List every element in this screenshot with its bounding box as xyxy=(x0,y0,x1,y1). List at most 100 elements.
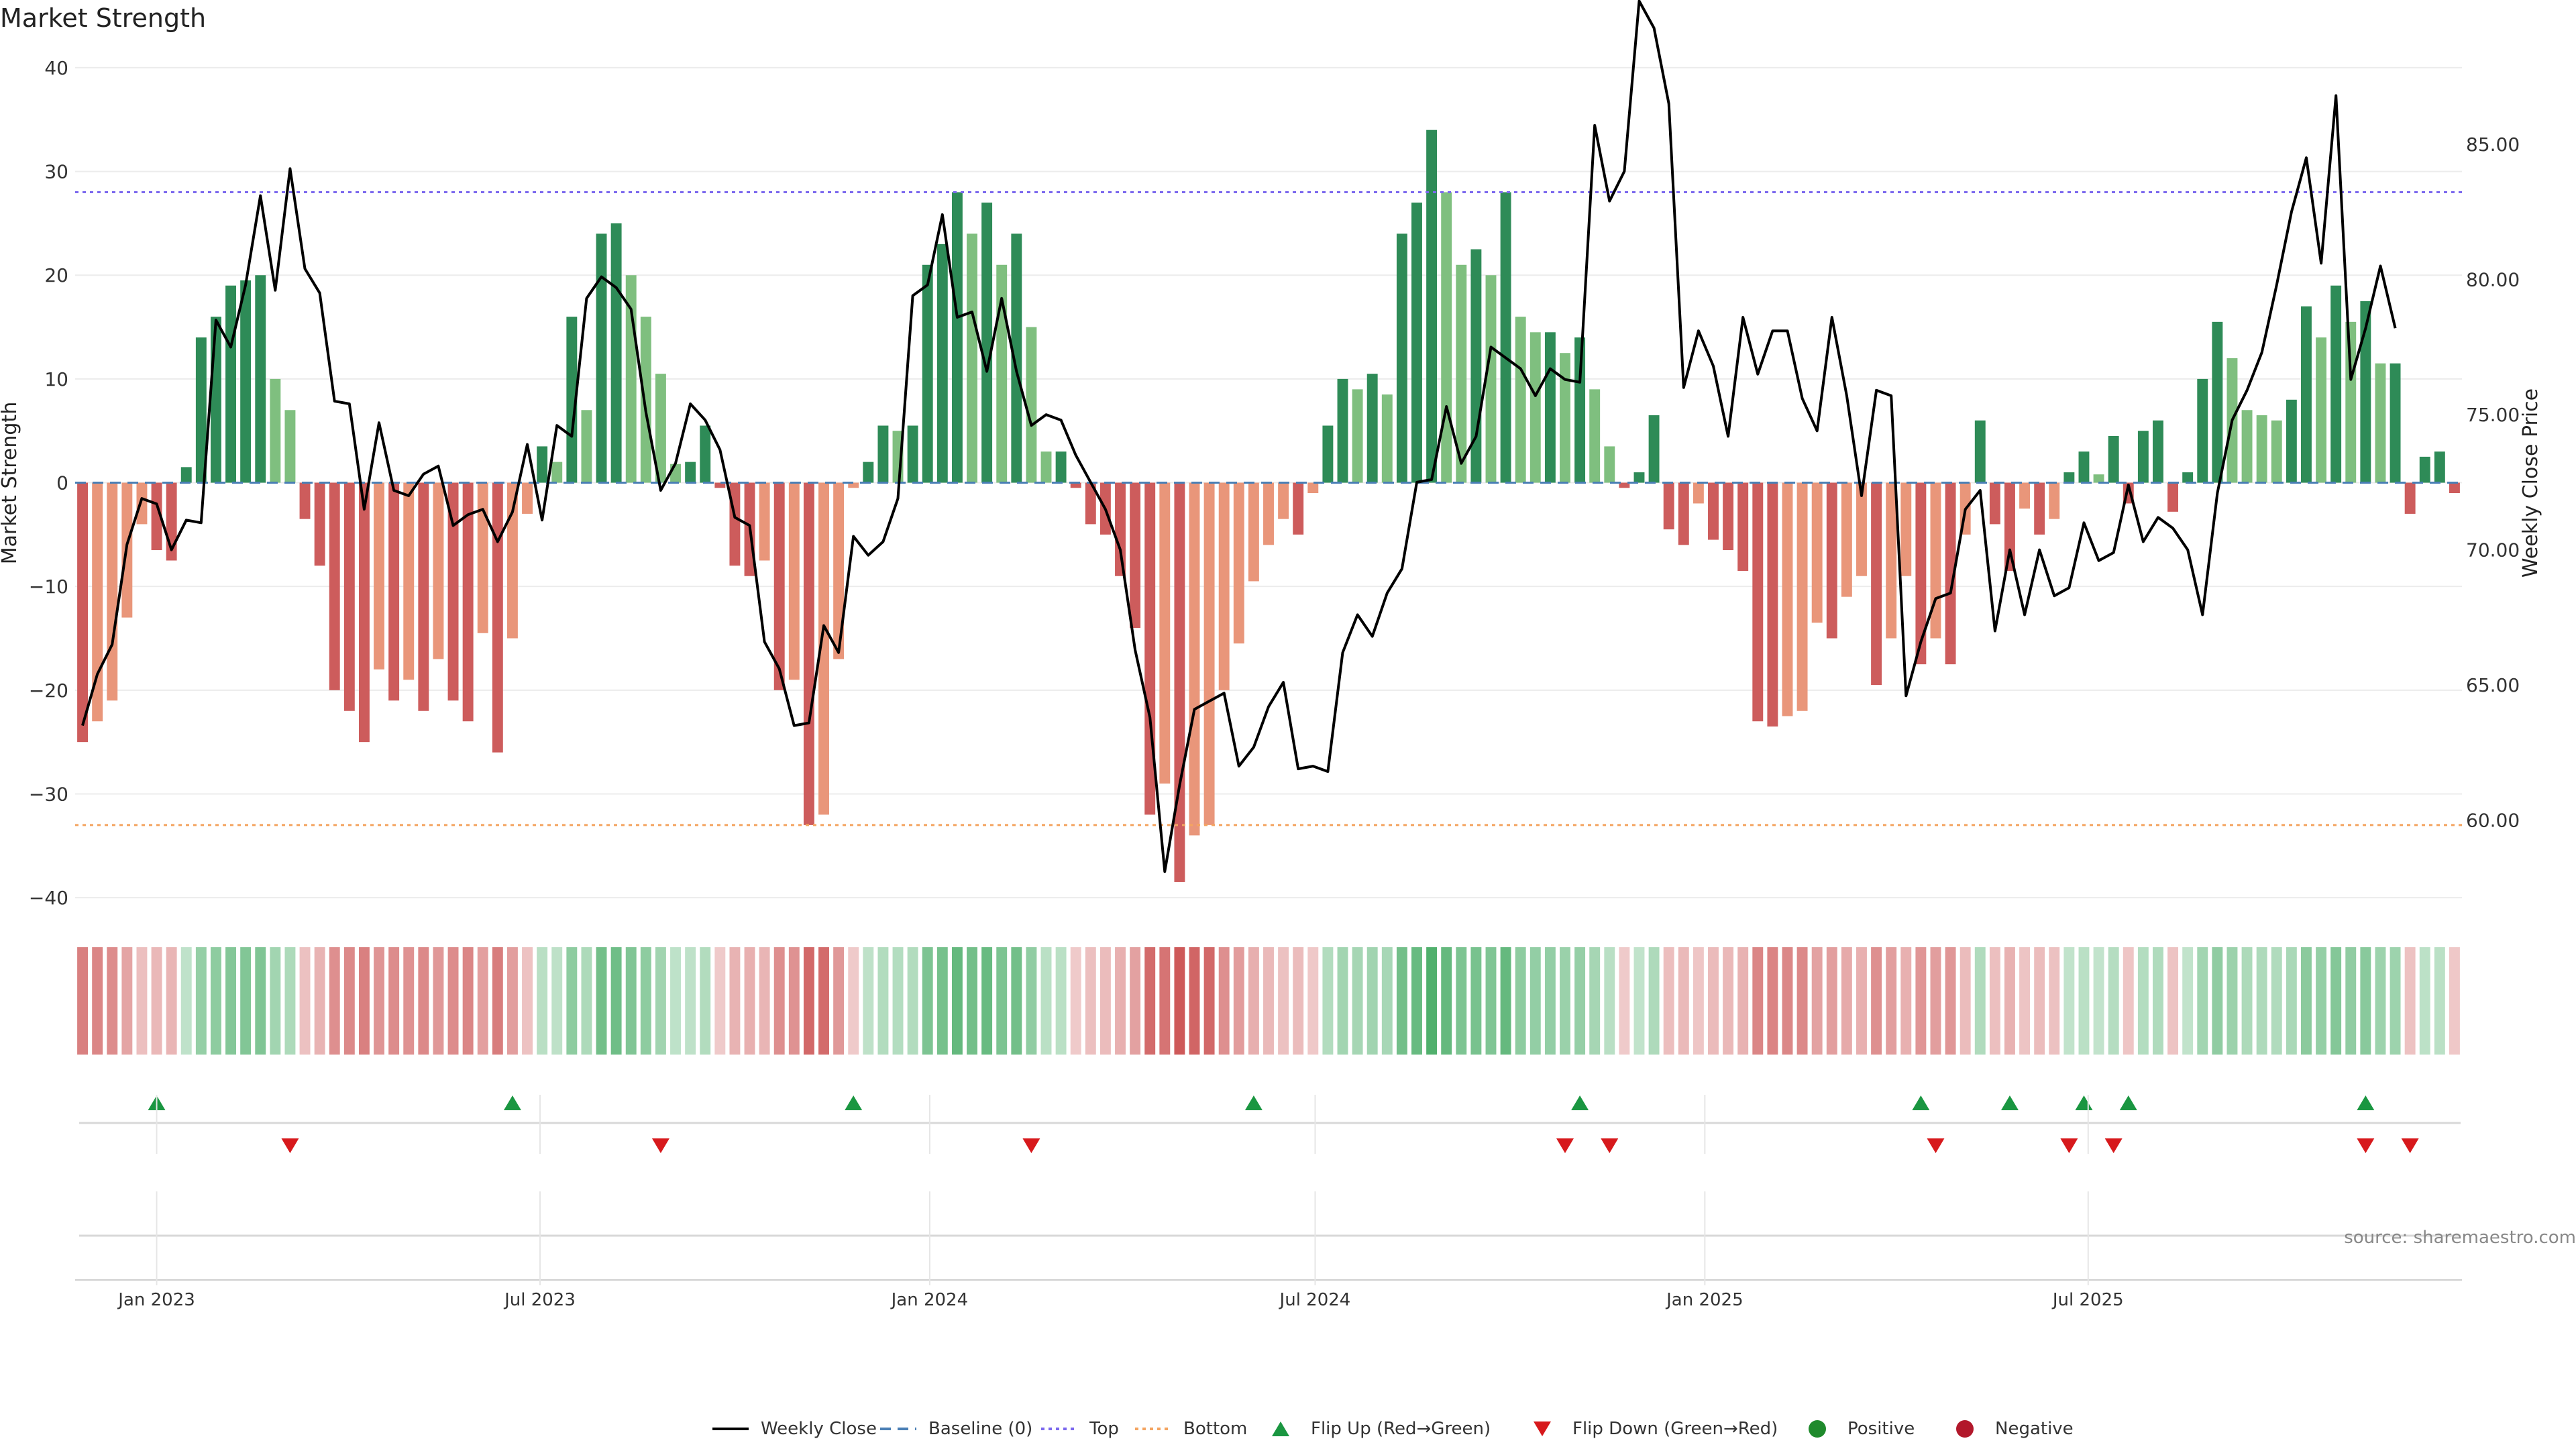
strength-bar xyxy=(2271,420,2282,483)
x-tick-label: Jul 2023 xyxy=(503,1290,576,1310)
heat-cell xyxy=(284,947,296,1055)
heat-cell xyxy=(1737,947,1749,1055)
strength-bar xyxy=(1841,482,1852,597)
strength-bar xyxy=(1737,482,1749,571)
flip-down-marker xyxy=(651,1138,669,1153)
heat-cell xyxy=(1070,947,1081,1055)
heat-cell xyxy=(2063,947,2075,1055)
strength-bar xyxy=(2434,451,2445,483)
heat-cell xyxy=(107,947,118,1055)
strength-bar xyxy=(1203,482,1215,825)
strength-bar xyxy=(759,482,770,561)
y2-tick-label: 80.00 xyxy=(2466,269,2520,291)
strength-bar xyxy=(1352,389,1363,483)
strength-bar xyxy=(1974,420,1986,483)
heat-cell xyxy=(374,947,384,1055)
strength-bar xyxy=(2049,482,2060,519)
y-tick-label: −20 xyxy=(29,680,68,702)
heat-cell xyxy=(596,947,607,1055)
strength-bar xyxy=(1218,482,1230,690)
strength-bar xyxy=(343,482,355,711)
heat-cell xyxy=(2301,947,2312,1055)
strength-bars xyxy=(77,129,2460,882)
weekly-close-series xyxy=(81,0,2397,873)
heat-cell xyxy=(1174,947,1185,1055)
heat-cell xyxy=(714,947,726,1055)
strength-bar xyxy=(610,223,622,483)
strength-bar xyxy=(2286,399,2297,483)
strength-bar xyxy=(1470,249,1482,483)
heat-cell xyxy=(151,947,162,1055)
heat-cell xyxy=(2256,947,2267,1055)
strength-bar xyxy=(522,482,533,514)
strength-bar xyxy=(996,264,1008,483)
x-tick-label: Jan 2025 xyxy=(1665,1290,1743,1310)
flip-up-marker xyxy=(1912,1095,1930,1110)
strength-bar xyxy=(877,425,889,483)
strength-bar xyxy=(1723,482,1734,551)
heat-cell xyxy=(581,947,592,1055)
strength-bar xyxy=(1515,317,1526,483)
strength-bar xyxy=(1811,482,1823,623)
heat-cell xyxy=(433,947,444,1055)
y2-tick-label: 60.00 xyxy=(2466,810,2520,832)
strength-bar xyxy=(2330,285,2342,483)
strength-bar xyxy=(1708,482,1719,540)
heat-cell xyxy=(1930,947,1941,1055)
heat-cell xyxy=(863,947,874,1055)
flip-up-marker xyxy=(2119,1095,2137,1110)
heat-cell xyxy=(358,947,370,1055)
y-tick-label: 10 xyxy=(44,368,68,390)
heat-cell xyxy=(1841,947,1852,1055)
flip-down-marker xyxy=(1927,1138,1945,1153)
heat-cell xyxy=(2093,947,2104,1055)
strength-bar xyxy=(2256,415,2267,483)
heat-cell xyxy=(1263,947,1274,1055)
heat-cell xyxy=(314,947,325,1055)
flip-down-marker xyxy=(2357,1138,2375,1153)
heat-cell xyxy=(1485,947,1497,1055)
heat-cell xyxy=(2241,947,2253,1055)
heat-cell xyxy=(2212,947,2223,1055)
heat-cell xyxy=(1456,947,1467,1055)
heat-cell xyxy=(2019,947,2031,1055)
strength-bar xyxy=(2078,451,2090,483)
flip-down-marker xyxy=(2104,1138,2123,1153)
strength-bar xyxy=(1174,482,1185,882)
heat-cell xyxy=(759,947,770,1055)
strength-bar xyxy=(1633,472,1645,483)
strength-bar xyxy=(1915,482,1927,665)
heat-cell xyxy=(195,947,207,1055)
heat-cell xyxy=(2390,947,2401,1055)
heat-cell xyxy=(892,947,904,1055)
strength-bar xyxy=(1856,482,1867,576)
heat-cell xyxy=(2197,947,2208,1055)
strength-bar xyxy=(967,233,977,483)
strength-bar xyxy=(1767,482,1778,727)
strength-bar xyxy=(1678,482,1689,545)
strength-bar xyxy=(2404,482,2416,514)
heat-cell xyxy=(166,947,177,1055)
strength-bar xyxy=(2019,482,2031,509)
strength-bar xyxy=(1560,353,1570,483)
strength-bar xyxy=(1500,192,1511,483)
strength-bar xyxy=(981,202,993,483)
strength-bar xyxy=(922,264,933,483)
legend-swatch xyxy=(1534,1421,1551,1436)
legend-label: Flip Up (Red→Green) xyxy=(1311,1419,1491,1439)
heat-cell xyxy=(1337,947,1348,1055)
strength-bar xyxy=(1900,482,1912,576)
strength-bar xyxy=(418,482,429,711)
heat-cell xyxy=(1678,947,1689,1055)
heat-cell xyxy=(1233,947,1244,1055)
heat-cell xyxy=(1470,947,1482,1055)
strength-bar xyxy=(1011,233,1022,483)
y2-tick-label: 65.00 xyxy=(2466,674,2520,696)
heat-cell xyxy=(1604,947,1615,1055)
legend-label: Flip Down (Green→Red) xyxy=(1572,1419,1778,1439)
heat-cell xyxy=(981,947,993,1055)
strength-bar xyxy=(492,482,503,753)
strength-bar xyxy=(1648,415,1660,483)
flip-down-marker xyxy=(2401,1138,2419,1153)
y-tick-label: 0 xyxy=(56,472,68,494)
